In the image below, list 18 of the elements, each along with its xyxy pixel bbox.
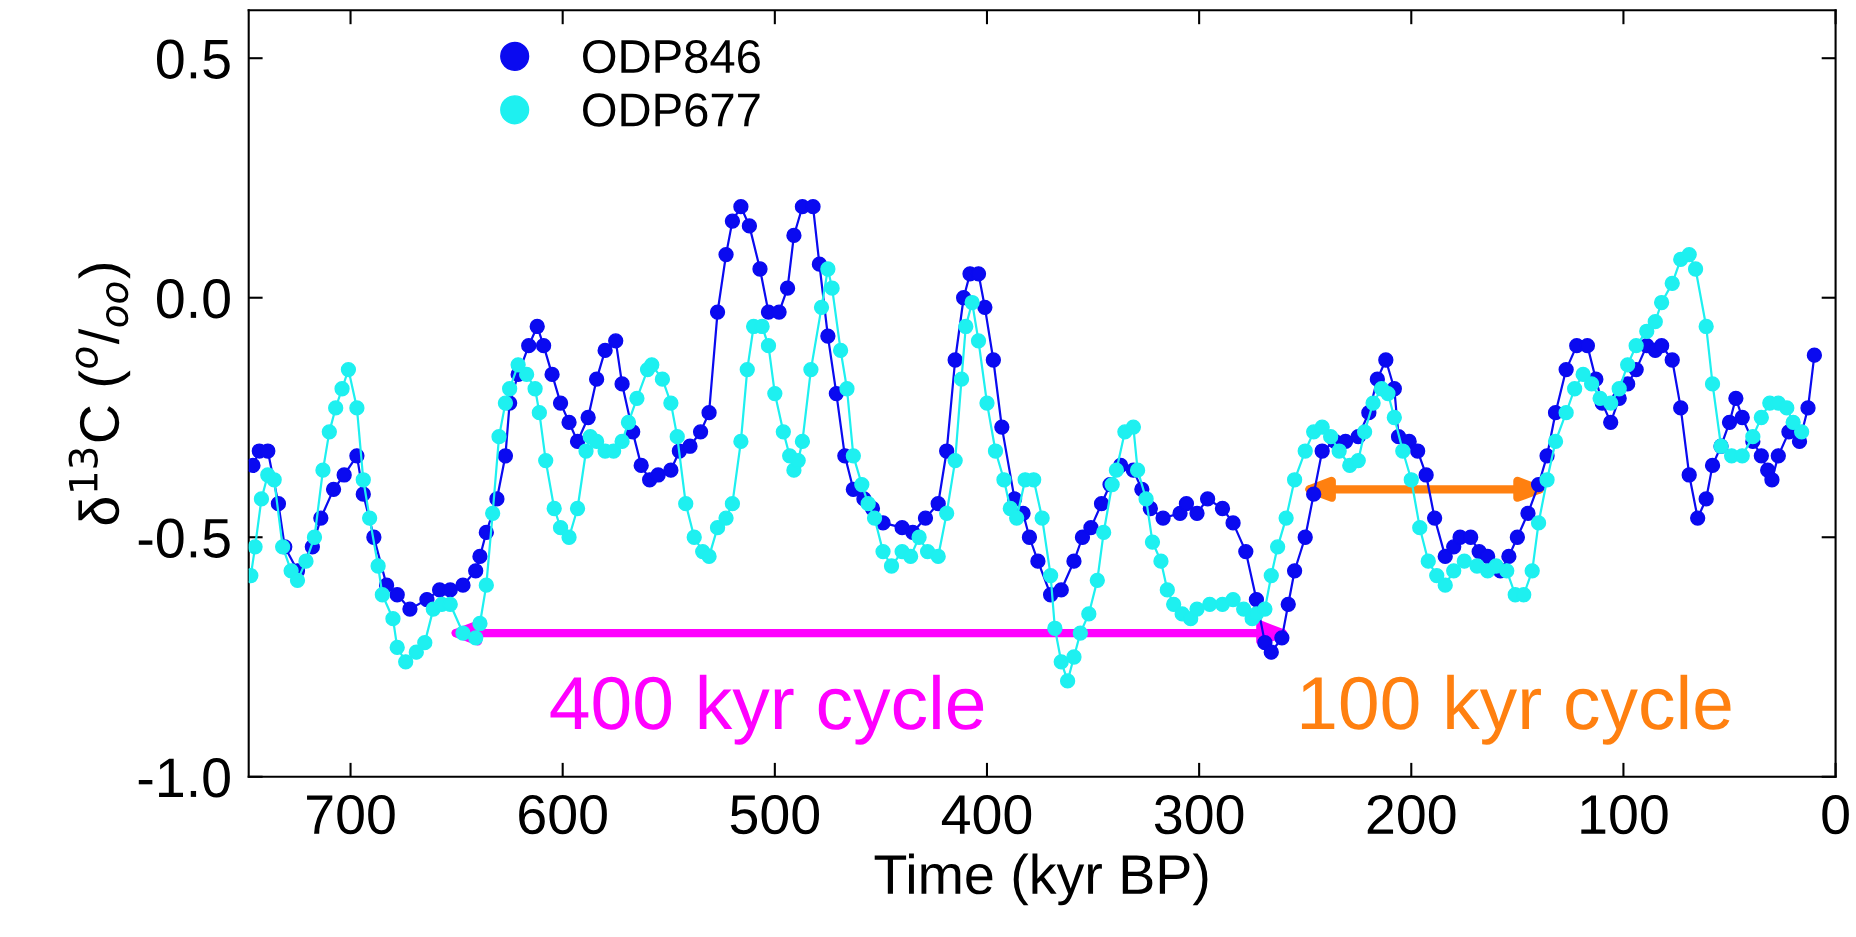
x-axis-title: Time (kyr BP) [874,853,1208,906]
y-tick-label: -1.0 [138,758,230,798]
annotation: 400 kyr cycle [550,674,984,745]
y-tick-label: 0.5 [156,39,230,79]
y-axis-title: δ$^{13}$C ($^{o}$/$_{oo}$) [68,264,131,525]
x-tick-label: 600 [519,794,607,835]
x-tick-label: 700 [307,794,395,835]
x-tick-label: 500 [730,794,820,835]
x-tick-label: 200 [1367,794,1456,835]
y-tick-label: -0.5 [138,518,230,558]
x-tick-label: 300 [1154,794,1244,835]
x-tick-label: 100 [1581,794,1668,835]
x-tick-label: 400 [941,794,1032,835]
x-tick-label: 0 [1822,794,1849,835]
legend-label: ODP846 [583,39,760,74]
legend-label: ODP677 [583,93,760,127]
annotation: 100 kyr cycle [1301,674,1731,745]
y-tick-label: 0.0 [156,279,230,319]
